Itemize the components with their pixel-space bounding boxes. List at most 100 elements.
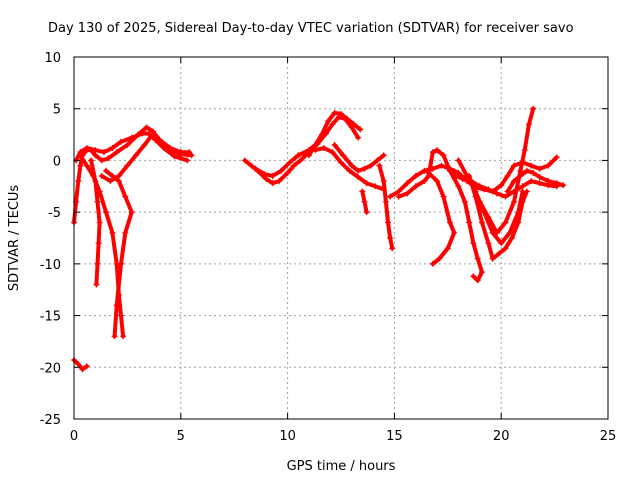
series-arc-3 — [77, 152, 127, 340]
series-arc-10 — [305, 109, 364, 159]
data-point — [504, 172, 511, 179]
data-point — [252, 165, 259, 172]
data-point — [395, 188, 402, 195]
data-point — [96, 219, 103, 226]
data-point — [470, 273, 477, 280]
data-point — [519, 183, 526, 190]
data-point — [92, 178, 99, 185]
data-point — [329, 149, 336, 156]
data-point — [98, 172, 105, 179]
data-point — [92, 152, 99, 159]
data-point — [312, 147, 319, 154]
data-point — [128, 134, 135, 141]
x-tick-label: 25 — [600, 429, 617, 444]
data-point — [504, 188, 511, 195]
data-point — [523, 167, 530, 174]
grid — [74, 57, 608, 419]
x-tick-label: 0 — [70, 429, 78, 444]
data-point — [455, 157, 462, 164]
data-point — [434, 147, 441, 154]
data-point — [329, 121, 336, 128]
data-point — [545, 162, 552, 169]
x-tick-label: 5 — [177, 429, 185, 444]
data-point — [525, 121, 532, 128]
data-point — [141, 141, 148, 148]
data-point — [485, 186, 492, 193]
data-point — [75, 361, 82, 368]
data-point — [502, 193, 509, 200]
data-point — [517, 172, 524, 179]
data-point — [502, 245, 509, 252]
data-point — [508, 235, 515, 241]
data-point — [404, 180, 411, 187]
data-point — [269, 172, 276, 179]
data-point — [286, 159, 293, 166]
data-point — [384, 219, 391, 226]
series-arc-8 — [241, 113, 362, 187]
data-point — [376, 162, 383, 169]
data-point — [124, 162, 131, 169]
data-point — [295, 152, 302, 159]
data-point — [83, 363, 90, 370]
data-point — [363, 209, 370, 216]
data-point — [122, 229, 129, 236]
data-point — [367, 162, 374, 169]
data-point — [553, 154, 560, 161]
data-point — [387, 235, 394, 241]
data-point — [436, 255, 443, 262]
data-point — [75, 178, 82, 185]
y-tick-label: 10 — [44, 51, 61, 66]
data-point — [528, 162, 535, 169]
x-tick-label: 15 — [386, 429, 403, 444]
data-point — [100, 149, 107, 156]
data-point — [412, 172, 419, 179]
data-point — [145, 130, 152, 137]
data-point — [474, 277, 481, 284]
data-point — [107, 178, 114, 185]
data-point — [320, 145, 327, 152]
x-tick-label: 10 — [279, 429, 296, 444]
data-point — [461, 198, 468, 205]
data-point — [92, 147, 99, 154]
y-tick-label: -10 — [40, 258, 61, 273]
data-point — [523, 188, 530, 195]
data-point — [276, 178, 283, 185]
data-point — [455, 183, 462, 190]
series-arc-4 — [88, 157, 103, 288]
data-point — [263, 176, 270, 183]
data-point — [489, 255, 496, 262]
data-point — [150, 128, 157, 135]
data-point — [440, 193, 447, 200]
data-point — [470, 240, 477, 247]
data-point — [485, 240, 492, 247]
data-point — [355, 167, 362, 174]
data-point — [120, 333, 127, 340]
data-point — [440, 152, 447, 159]
data-point — [412, 183, 419, 190]
y-tick-label: 0 — [53, 154, 61, 169]
data-point — [374, 157, 381, 164]
data-point — [382, 198, 389, 205]
data-point — [147, 133, 154, 140]
series-arc-7 — [98, 133, 195, 185]
data-point — [545, 178, 552, 185]
data-point — [511, 178, 518, 185]
data-point — [395, 193, 402, 200]
data-point — [177, 151, 184, 158]
y-tick-label: -20 — [40, 361, 61, 376]
data-point — [553, 180, 560, 187]
series-line — [424, 168, 457, 266]
data-point — [117, 138, 124, 145]
data-point — [438, 162, 445, 169]
data-point — [325, 118, 332, 125]
data-point — [476, 183, 483, 190]
data-point — [485, 214, 492, 221]
data-point — [318, 131, 325, 138]
chart-title: Day 130 of 2025, Sidereal Day-to-day VTE… — [48, 21, 574, 36]
y-tick-label: -5 — [48, 206, 61, 221]
data-point — [83, 145, 90, 152]
data-point — [429, 149, 436, 156]
data-point — [331, 109, 338, 116]
data-point — [312, 141, 319, 148]
data-point — [421, 178, 428, 185]
